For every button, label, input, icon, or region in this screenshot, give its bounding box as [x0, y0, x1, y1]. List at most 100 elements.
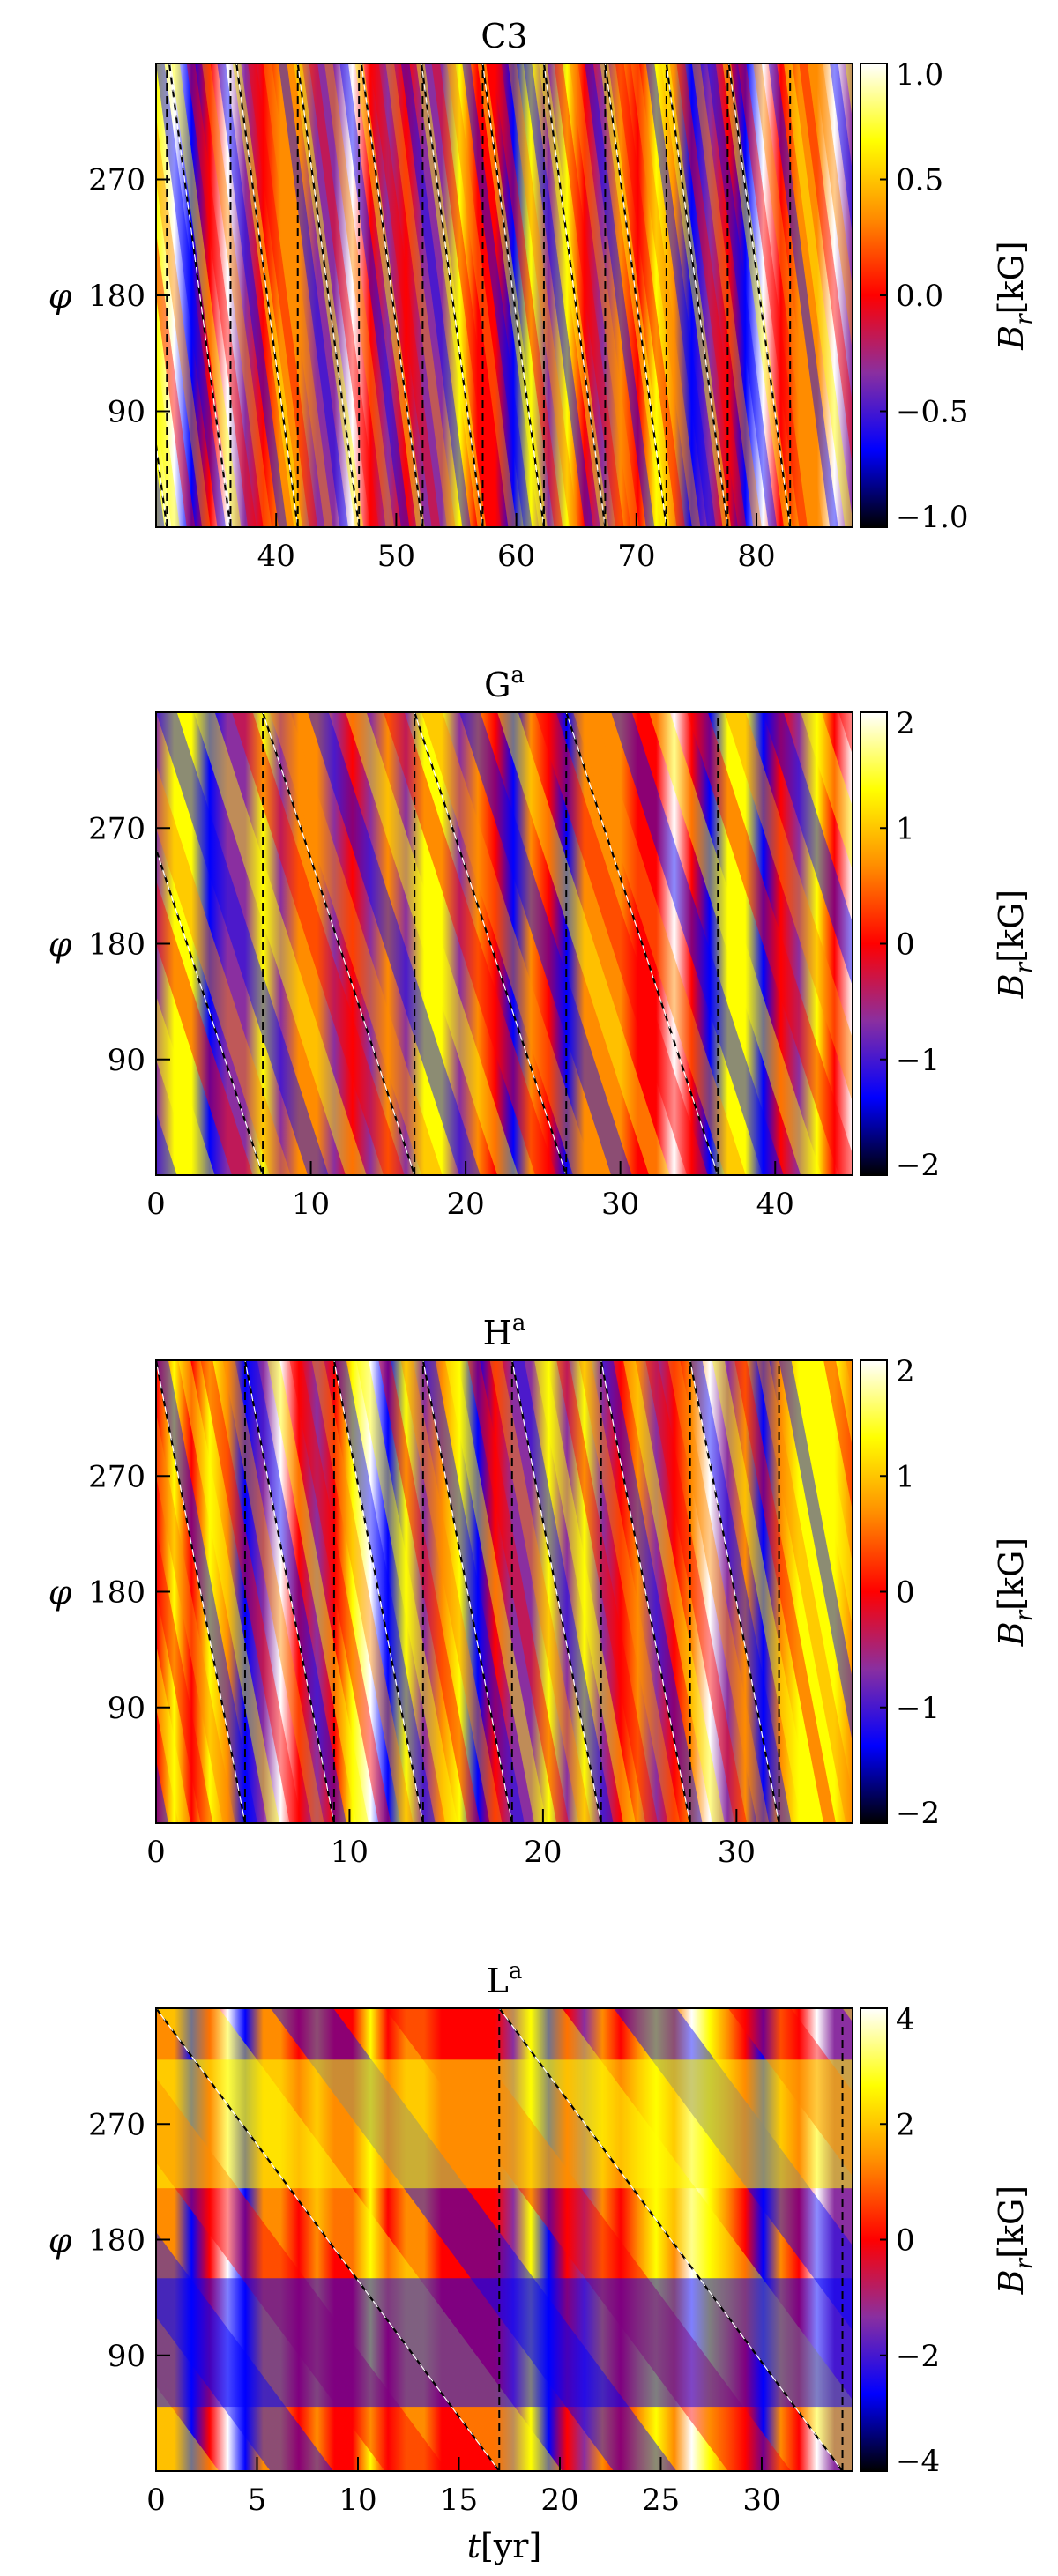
- drift-band: [1029, 63, 1058, 527]
- drift-band: [630, 63, 701, 527]
- drift-band: [200, 1360, 302, 1823]
- colorbar-tick-label: 1: [896, 811, 915, 846]
- guide-line: [498, 2008, 844, 2471]
- drift-band: [622, 1360, 725, 1823]
- x-tick-label: 10: [331, 1835, 369, 1870]
- drift-band: [477, 63, 548, 527]
- heatmap-background: [156, 712, 853, 1175]
- drift-band: [156, 995, 215, 1175]
- drift-band: [1046, 1360, 1058, 1823]
- y-tick-label: 270: [88, 811, 145, 846]
- drift-band: [378, 1360, 481, 1823]
- guide-line: [543, 63, 607, 527]
- guide-line: [414, 712, 568, 1175]
- y-tick-label: 90: [108, 2339, 145, 2374]
- drift-band: [539, 63, 609, 527]
- guide-line: [498, 2008, 844, 2471]
- drift-band: [400, 63, 471, 527]
- x-tick-label: 30: [742, 2483, 780, 2518]
- guide-line: [244, 1360, 335, 1823]
- drift-band: [493, 63, 563, 527]
- drift-band: [1044, 63, 1058, 527]
- colorbar-label: Br[kG]: [992, 890, 1038, 999]
- y-tick-label: 180: [88, 279, 145, 314]
- guide-line: [420, 63, 484, 527]
- drift-band: [725, 712, 853, 1102]
- drift-band: [194, 712, 367, 1175]
- drift-band: [462, 63, 533, 527]
- x-tick-label: 0: [146, 1835, 166, 1870]
- drift-band: [248, 63, 318, 527]
- drift-band: [222, 1360, 324, 1823]
- drift-band: [573, 712, 746, 1175]
- drift-band: [600, 63, 670, 527]
- colorbar-tick-label: 0.5: [896, 163, 943, 198]
- heatmap-field: [156, 712, 1058, 1175]
- guide-line: [262, 712, 415, 1175]
- drift-band: [600, 1360, 703, 1823]
- y-tick-label: 180: [88, 1575, 145, 1611]
- x-tick-label: 50: [377, 539, 415, 574]
- y-tick-label: 270: [88, 163, 145, 198]
- drift-band: [421, 712, 594, 1175]
- drift-band: [384, 712, 556, 1175]
- colorbar-tick-label: −1.0: [896, 500, 969, 535]
- x-tick-label: 70: [617, 539, 655, 574]
- panel-1: C3 90 180 270 φ 40 50 60 70 80 1.0 0.5 0.0 −0.5 −1.0 Br…: [48, 17, 1058, 574]
- drift-band: [1028, 712, 1058, 1175]
- drift-band: [400, 1360, 503, 1823]
- colorbar-tick-label: −4: [896, 2444, 940, 2479]
- y-axis-label: φ: [48, 2222, 72, 2260]
- y-axis-label: φ: [48, 926, 72, 964]
- drift-band: [339, 63, 410, 527]
- colorbar-label: Br[kG]: [992, 241, 1038, 350]
- drift-band: [422, 1360, 525, 1823]
- colorbar-tick-label: −1: [896, 1691, 940, 1726]
- guide-line: [360, 63, 424, 527]
- guide-line: [600, 1360, 691, 1823]
- drift-band: [667, 1360, 770, 1823]
- drift-band: [838, 712, 853, 756]
- x-tick-label: 60: [497, 539, 535, 574]
- x-tick-label: 15: [440, 2483, 478, 2518]
- drift-band: [523, 63, 593, 527]
- guide-line: [262, 712, 416, 1175]
- guide-line: [156, 2008, 501, 2471]
- drift-band: [445, 1360, 547, 1823]
- guide-line: [333, 1360, 424, 1823]
- drift-band: [830, 63, 853, 236]
- drift-band: [267, 1360, 369, 1823]
- guide-line: [296, 63, 361, 527]
- x-tick-label: 30: [601, 1187, 639, 1222]
- x-tick-label: 5: [248, 2483, 267, 2518]
- drift-band: [278, 63, 348, 527]
- negative-band: [156, 2278, 853, 2408]
- guide-line: [156, 847, 264, 1175]
- x-tick-label: 20: [540, 2483, 578, 2518]
- drift-band: [156, 880, 253, 1175]
- drift-band: [467, 1360, 570, 1823]
- heatmap-field: [156, 1360, 1058, 1823]
- colorbar-tick-label: −2: [896, 1148, 940, 1183]
- panel-title: La: [487, 1958, 523, 2000]
- y-axis-label: φ: [48, 277, 72, 316]
- guide-line: [156, 845, 264, 1175]
- x-axis-label: t[yr]: [467, 2527, 542, 2565]
- guide-line: [511, 1360, 602, 1823]
- drift-band: [156, 1360, 257, 1823]
- drift-band: [385, 63, 456, 527]
- x-tick-label: 25: [642, 2483, 680, 2518]
- colorbar-tick-label: 1: [896, 1459, 915, 1494]
- drift-band: [370, 63, 441, 527]
- drift-band: [814, 63, 853, 353]
- y-axis-label: φ: [48, 1574, 72, 1612]
- y-tick-label: 90: [108, 395, 145, 430]
- drift-band: [823, 1360, 853, 1512]
- drift-band: [178, 1360, 280, 1823]
- drift-band: [611, 712, 784, 1175]
- drift-band: [232, 712, 405, 1175]
- guide-line: [156, 1360, 246, 1823]
